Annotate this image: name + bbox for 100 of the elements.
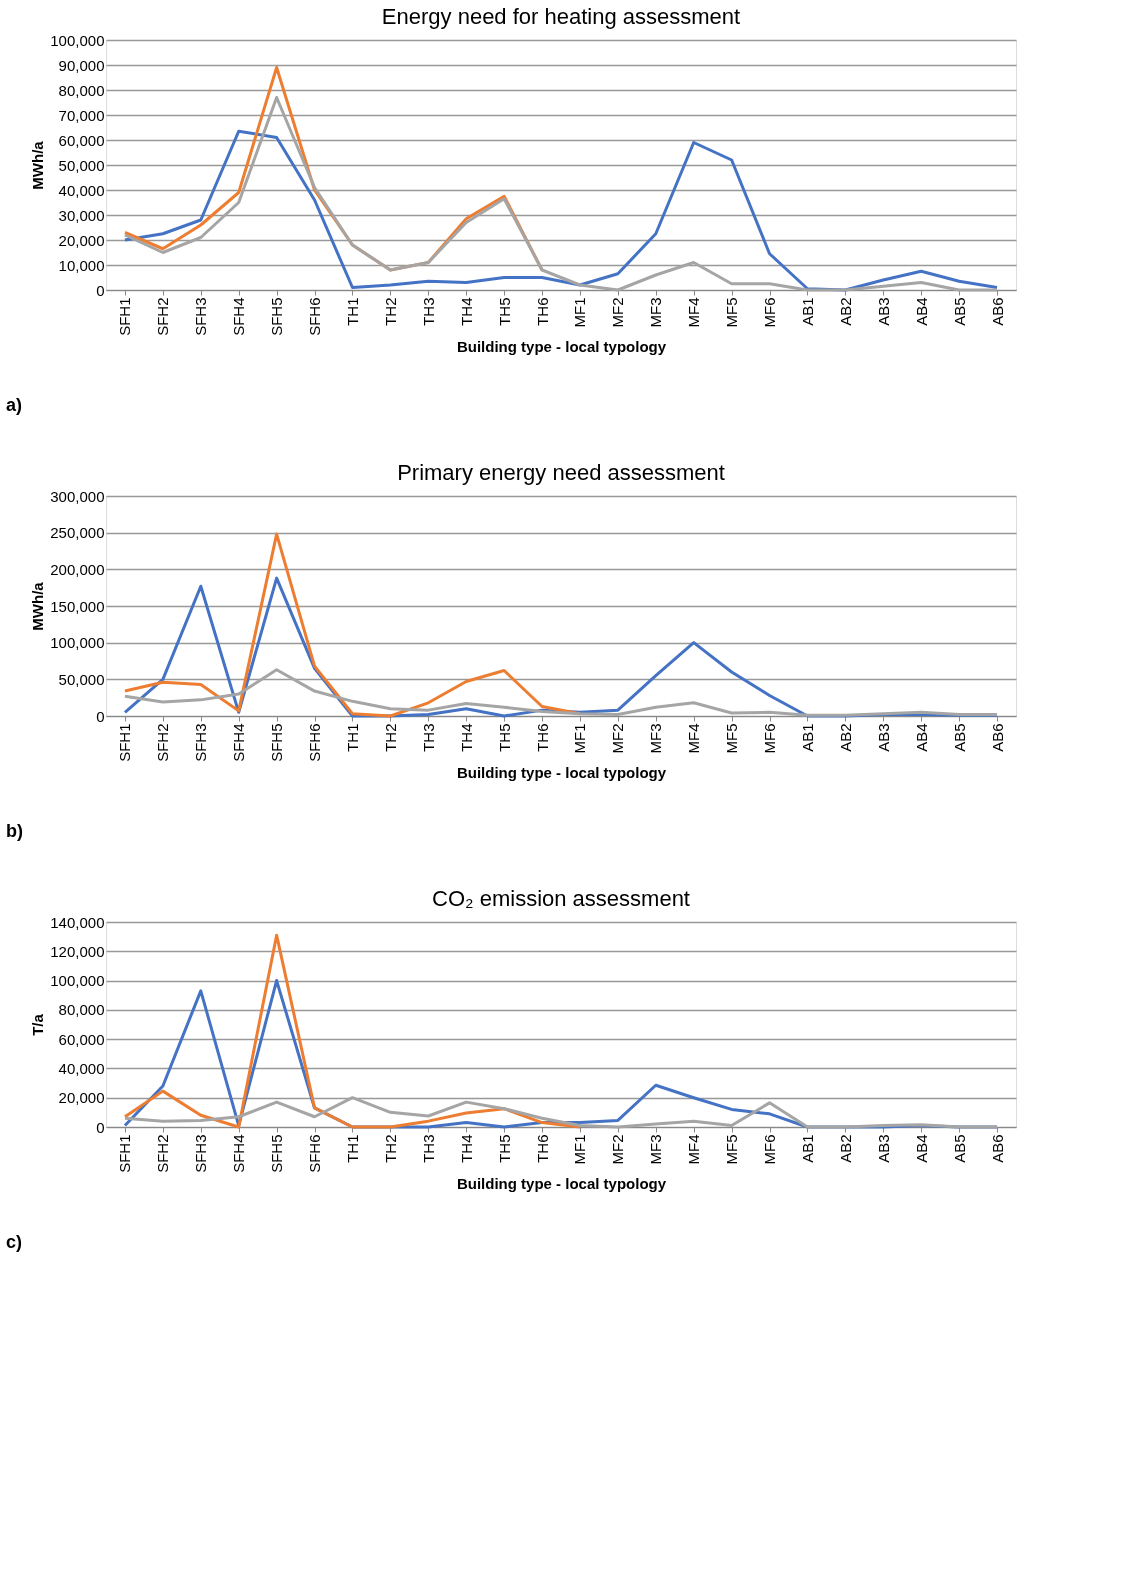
- y-tick-label: 60,000: [58, 131, 105, 149]
- x-axis-title: Building type - local typology: [456, 1174, 667, 1192]
- y-tick-label: 60,000: [58, 1030, 105, 1048]
- x-tick-label: MF2: [609, 297, 627, 328]
- x-tick-label: AB3: [874, 723, 892, 752]
- x-tick-label: MF3: [647, 723, 665, 754]
- text: a): [6, 395, 23, 415]
- x-tick-label: TH4: [457, 723, 475, 752]
- y-tick-label: 100,000: [50, 634, 105, 652]
- y-tick-label: 10,000: [58, 256, 105, 274]
- x-tick-label: AB1: [798, 1134, 816, 1163]
- y-tick-label: 120,000: [50, 942, 105, 960]
- x-tick-label: SFH1: [116, 1134, 134, 1173]
- y-tick-label: 100,000: [50, 31, 105, 49]
- y-tick-label: 40,000: [58, 181, 105, 199]
- x-tick-label: AB5: [950, 297, 968, 326]
- x-tick-label: AB2: [836, 297, 854, 326]
- x-tick-label: MF4: [685, 723, 703, 754]
- chart-title: Primary energy need assessment: [397, 460, 725, 485]
- x-tick-label: AB6: [988, 723, 1006, 752]
- y-tick-label: 0: [96, 281, 105, 299]
- x-tick-label: SFH6: [306, 723, 324, 762]
- x-tick-label: MF6: [761, 1134, 779, 1165]
- x-tick-label: TH6: [533, 297, 551, 326]
- x-tick-label: TH1: [343, 723, 361, 752]
- x-tick-label: TH6: [533, 1134, 551, 1163]
- x-tick-label: AB3: [874, 1134, 892, 1163]
- x-tick-label: AB4: [912, 297, 930, 326]
- x-tick-label: MF5: [723, 297, 741, 328]
- x-tick-label: MF2: [609, 1134, 627, 1165]
- x-tick-label: MF6: [761, 297, 779, 328]
- y-tick-label: 80,000: [58, 81, 105, 99]
- x-tick-label: MF1: [571, 297, 589, 328]
- x-tick-label: SFH3: [192, 1134, 210, 1173]
- y-tick-label: 30,000: [58, 206, 105, 224]
- x-tick-label: SFH4: [230, 723, 248, 762]
- y-tick-label: 70,000: [58, 106, 105, 124]
- x-tick-label: TH3: [419, 297, 437, 326]
- x-tick-label: SFH1: [116, 723, 134, 762]
- x-tick-label: SFH6: [306, 297, 324, 336]
- x-tick-label: AB2: [836, 1134, 854, 1163]
- x-tick-label: TH2: [381, 297, 399, 326]
- x-tick-label: MF1: [571, 723, 589, 754]
- x-tick-label: AB6: [988, 1134, 1006, 1163]
- x-tick-label: MF5: [723, 1134, 741, 1165]
- x-tick-label: MF4: [685, 297, 703, 328]
- x-tick-label: SFH4: [230, 297, 248, 336]
- y-tick-label: 0: [96, 1118, 105, 1136]
- x-tick-label: AB4: [912, 1134, 930, 1163]
- x-tick-label: AB2: [836, 723, 854, 752]
- y-axis-title: MWh/a: [29, 581, 47, 631]
- x-tick-label: MF4: [685, 1134, 703, 1165]
- x-axis-title: Building type - local typology: [456, 763, 667, 781]
- x-tick-label: AB3: [874, 297, 892, 326]
- x-tick-label: AB4: [912, 723, 930, 752]
- y-tick-label: 250,000: [50, 524, 105, 542]
- x-tick-label: TH5: [495, 1134, 513, 1163]
- x-tick-label: SFH5: [268, 723, 286, 762]
- x-tick-label: SFH5: [268, 297, 286, 336]
- x-tick-label: MF3: [647, 1134, 665, 1165]
- x-tick-label: SFH2: [154, 297, 172, 336]
- x-tick-label: MF5: [723, 723, 741, 754]
- chart-title: CO₂ emission assessment: [432, 886, 690, 911]
- x-tick-label: SFH3: [192, 297, 210, 336]
- x-tick-label: SFH1: [116, 297, 134, 336]
- x-tick-label: AB5: [950, 1134, 968, 1163]
- x-tick-label: MF1: [571, 1134, 589, 1165]
- text: b): [6, 821, 23, 841]
- y-tick-label: 90,000: [58, 56, 105, 74]
- x-tick-label: SFH6: [306, 1134, 324, 1173]
- y-tick-label: 50,000: [58, 670, 105, 688]
- x-tick-label: AB6: [988, 297, 1006, 326]
- y-tick-label: 40,000: [58, 1059, 105, 1077]
- x-tick-label: AB5: [950, 723, 968, 752]
- x-tick-label: TH1: [343, 1134, 361, 1163]
- x-tick-label: TH4: [457, 297, 475, 326]
- x-tick-label: TH3: [419, 1134, 437, 1163]
- chart-title: Energy need for heating assessment: [381, 4, 741, 29]
- text: c): [6, 1232, 23, 1252]
- x-tick-label: AB1: [798, 723, 816, 752]
- y-tick-label: 80,000: [58, 1001, 105, 1019]
- x-axis-title: Building type - local typology: [456, 337, 667, 355]
- x-tick-label: MF3: [647, 297, 665, 328]
- x-tick-label: SFH2: [154, 1134, 172, 1173]
- x-tick-label: TH4: [457, 1134, 475, 1163]
- x-tick-label: SFH4: [230, 1134, 248, 1173]
- x-tick-label: TH5: [495, 723, 513, 752]
- x-tick-label: TH1: [343, 297, 361, 326]
- y-tick-label: 0: [96, 707, 105, 725]
- x-tick-label: TH2: [381, 723, 399, 752]
- y-tick-label: 50,000: [58, 156, 105, 174]
- x-tick-label: TH6: [533, 723, 551, 752]
- x-tick-label: TH2: [381, 1134, 399, 1163]
- y-tick-label: 140,000: [50, 913, 105, 931]
- y-tick-label: 300,000: [50, 487, 105, 505]
- y-tick-label: 200,000: [50, 560, 105, 578]
- y-tick-label: 20,000: [58, 1089, 105, 1107]
- y-tick-label: 150,000: [50, 597, 105, 615]
- x-tick-label: TH5: [495, 297, 513, 326]
- x-tick-label: TH3: [419, 723, 437, 752]
